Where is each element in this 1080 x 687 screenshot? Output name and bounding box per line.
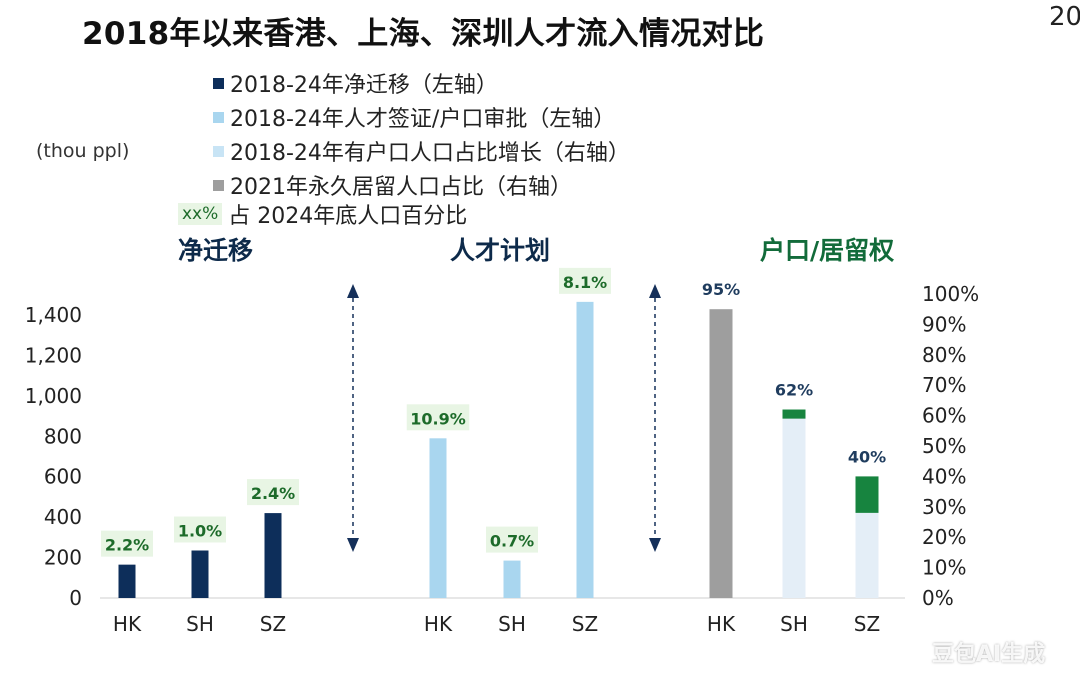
data-label-background: [486, 526, 538, 553]
category-label: SH: [186, 612, 214, 636]
chart-title: 2018年以来香港、上海、深圳人才流入情况对比: [82, 16, 765, 52]
data-label: 2.4%: [251, 484, 295, 503]
legend-swatch-pale-blue: [213, 145, 224, 157]
data-label: 95%: [702, 280, 740, 299]
category-label: HK: [424, 612, 453, 636]
legend-item-net-migration: 2018-24年净迁移（左轴）: [213, 66, 630, 100]
left-axis-tick-label: 400: [44, 505, 82, 529]
legend-note: xx% 占 2024年底人口百分比: [178, 198, 467, 230]
corner-text: 20: [1049, 2, 1080, 32]
legend-note-box: xx%: [178, 203, 223, 225]
data-label-background: [247, 479, 299, 506]
right-axis-tick-label: 0%: [922, 586, 954, 610]
data-label-background: [406, 404, 470, 431]
legend-label: 2018-24年净迁移（左轴）: [230, 73, 498, 98]
category-label: SZ: [572, 612, 598, 636]
category-label: HK: [113, 612, 142, 636]
right-axis-tick-label: 80%: [922, 343, 966, 367]
legend-label: 2018-24年有户口人口占比增长（右轴）: [230, 141, 630, 166]
category-label: SZ: [854, 612, 880, 636]
section-title-net-migration: 净迁移: [178, 236, 254, 265]
left-axis-tick-label: 1,200: [25, 343, 82, 367]
left-axis-tick-label: 200: [44, 546, 82, 570]
bar-sz-green: [855, 476, 879, 513]
legend-swatch-navy: [213, 77, 224, 89]
right-axis-tick-label: 70%: [922, 373, 966, 397]
data-label-background: [101, 530, 153, 557]
data-label: 1.0%: [178, 521, 222, 540]
bar-hk: [429, 438, 447, 598]
category-label: SH: [498, 612, 526, 636]
separator-arrow-up-icon: [649, 284, 661, 298]
bar-sz: [264, 513, 282, 598]
section-title-talent-scheme: 人才计划: [450, 236, 551, 265]
legend-swatch-light-blue: [213, 111, 224, 123]
bar-sh-green: [782, 409, 806, 419]
section-title-hukou-residency: 户口/居留权: [760, 236, 895, 265]
data-label: 8.1%: [563, 273, 607, 292]
bar-sh-pale_blue: [782, 418, 806, 598]
separator-arrow-down-icon: [649, 538, 661, 552]
data-label: 0.7%: [490, 532, 534, 551]
right-axis-tick-label: 40%: [922, 464, 966, 488]
bar-hk: [118, 564, 136, 598]
unit-label: (thou ppl): [36, 140, 130, 162]
legend-note-text: 占 2024年底人口百分比: [228, 204, 468, 229]
left-axis-tick-label: 600: [44, 465, 82, 489]
data-label: 10.9%: [410, 409, 466, 428]
legend-item-talent-visa: 2018-24年人才签证/户口审批（左轴）: [213, 100, 630, 134]
data-label: 40%: [848, 447, 886, 466]
separator-arrow-down-icon: [347, 538, 359, 552]
separator-arrow-up-icon: [347, 284, 359, 298]
legend-item-permanent-residency: 2021年永久居留人口占比（右轴）: [213, 168, 630, 202]
right-axis-tick-label: 90%: [922, 312, 966, 336]
right-axis-tick-label: 30%: [922, 495, 966, 519]
right-axis-tick-label: 60%: [922, 404, 966, 428]
bar-sz-pale_blue: [855, 512, 879, 598]
bar-sh: [503, 560, 521, 598]
right-axis-tick-label: 10%: [922, 556, 966, 580]
category-label: SZ: [260, 612, 286, 636]
bar-hk-gray: [709, 309, 733, 598]
legend-label: 2018-24年人才签证/户口审批（左轴）: [230, 107, 616, 132]
right-axis-tick-label: 50%: [922, 434, 966, 458]
legend: 2018-24年净迁移（左轴） 2018-24年人才签证/户口审批（左轴） 20…: [213, 66, 630, 202]
legend-item-hukou-growth: 2018-24年有户口人口占比增长（右轴）: [213, 134, 630, 168]
data-label-background: [174, 516, 226, 543]
left-axis-tick-label: 1,400: [25, 303, 82, 327]
data-label-background: [559, 267, 611, 294]
bar-sz: [576, 301, 594, 598]
category-label: HK: [707, 612, 736, 636]
data-label: 62%: [775, 381, 813, 400]
category-label: SH: [780, 612, 808, 636]
data-label: 2.2%: [105, 536, 149, 555]
right-axis-tick-label: 100%: [922, 282, 979, 306]
legend-swatch-gray: [213, 179, 224, 191]
left-axis-tick-label: 1,000: [25, 384, 82, 408]
left-axis-tick-label: 0: [69, 586, 82, 610]
right-axis-tick-label: 20%: [922, 525, 966, 549]
watermark: 豆包AI生成: [932, 642, 1046, 667]
legend-label: 2021年永久居留人口占比（右轴）: [230, 175, 572, 200]
bar-sh: [191, 550, 209, 598]
left-axis-tick-label: 800: [44, 424, 82, 448]
